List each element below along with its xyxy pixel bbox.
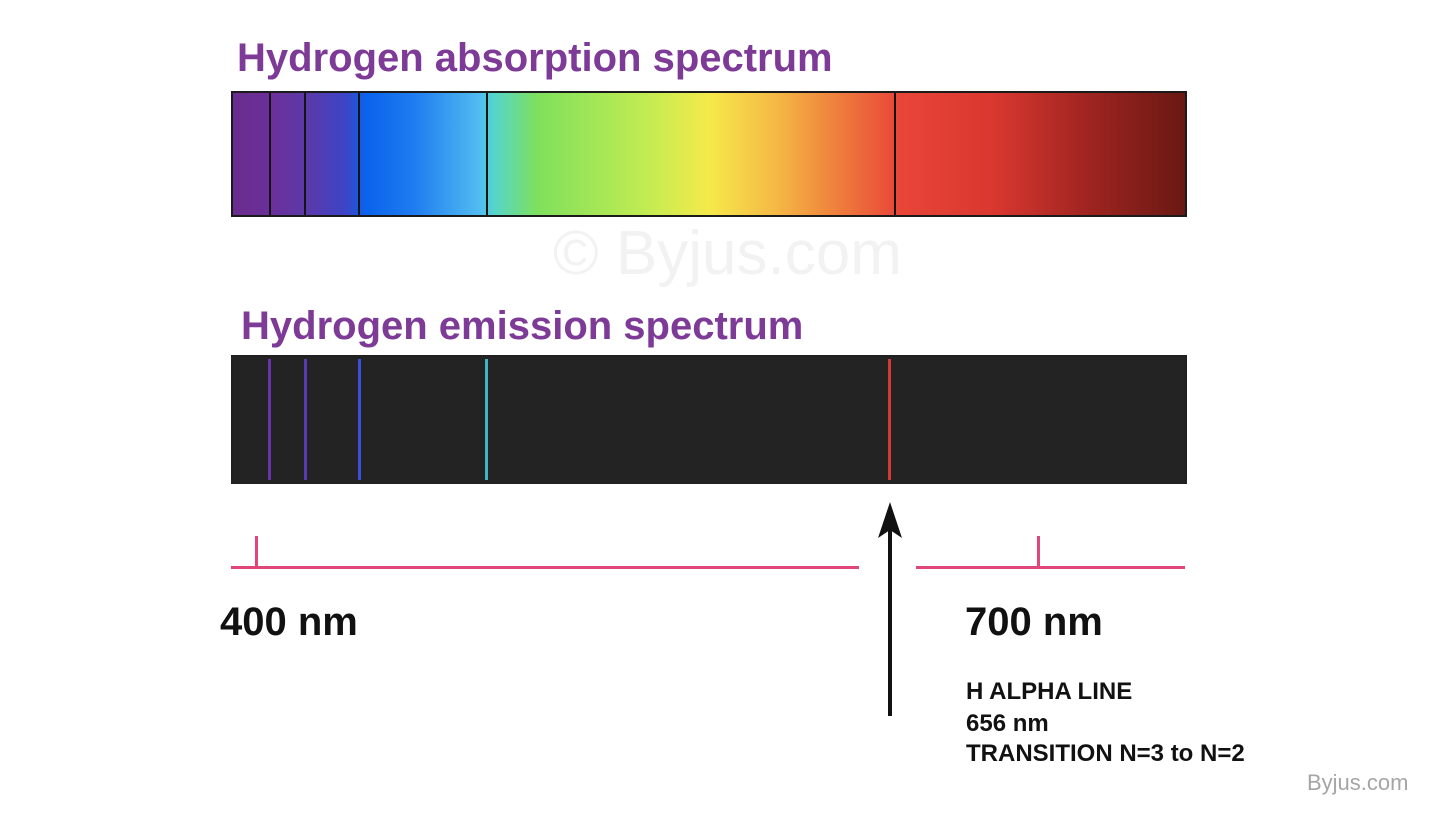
emission-line-3 [358, 359, 361, 480]
h-alpha-wavelength-label: 656 nm [966, 710, 1049, 737]
absorption-line-1 [269, 93, 271, 215]
scale-line-left [231, 566, 859, 569]
scale-tick-400 [255, 536, 258, 568]
h-alpha-line-label: H ALPHA LINE [966, 678, 1133, 705]
scale-tick-700 [1037, 536, 1040, 568]
h-alpha-transition-label: TRANSITION N=3 to N=2 [966, 740, 1245, 767]
emission-line-1 [268, 359, 271, 480]
brand-logo-text: Byjus.com [1307, 770, 1409, 795]
emission-line-4 [485, 359, 488, 480]
wavelength-label-700: 700 nm [965, 600, 1103, 644]
absorption-line-3 [358, 93, 360, 215]
scale-line-right [916, 566, 1185, 569]
h-alpha-arrow-icon [878, 502, 902, 716]
absorption-spectrum-title: Hydrogen absorption spectrum [237, 36, 833, 80]
absorption-line-h-alpha [894, 93, 896, 215]
emission-line-2 [304, 359, 307, 480]
absorption-line-4 [486, 93, 488, 215]
wavelength-label-400: 400 nm [220, 600, 358, 644]
watermark: © Byjus.com [553, 219, 902, 288]
emission-spectrum-bar [231, 355, 1187, 484]
absorption-spectrum-bar [231, 91, 1187, 217]
absorption-line-2 [304, 93, 306, 215]
emission-spectrum-title: Hydrogen emission spectrum [241, 304, 804, 348]
emission-line-h-alpha [888, 359, 891, 480]
